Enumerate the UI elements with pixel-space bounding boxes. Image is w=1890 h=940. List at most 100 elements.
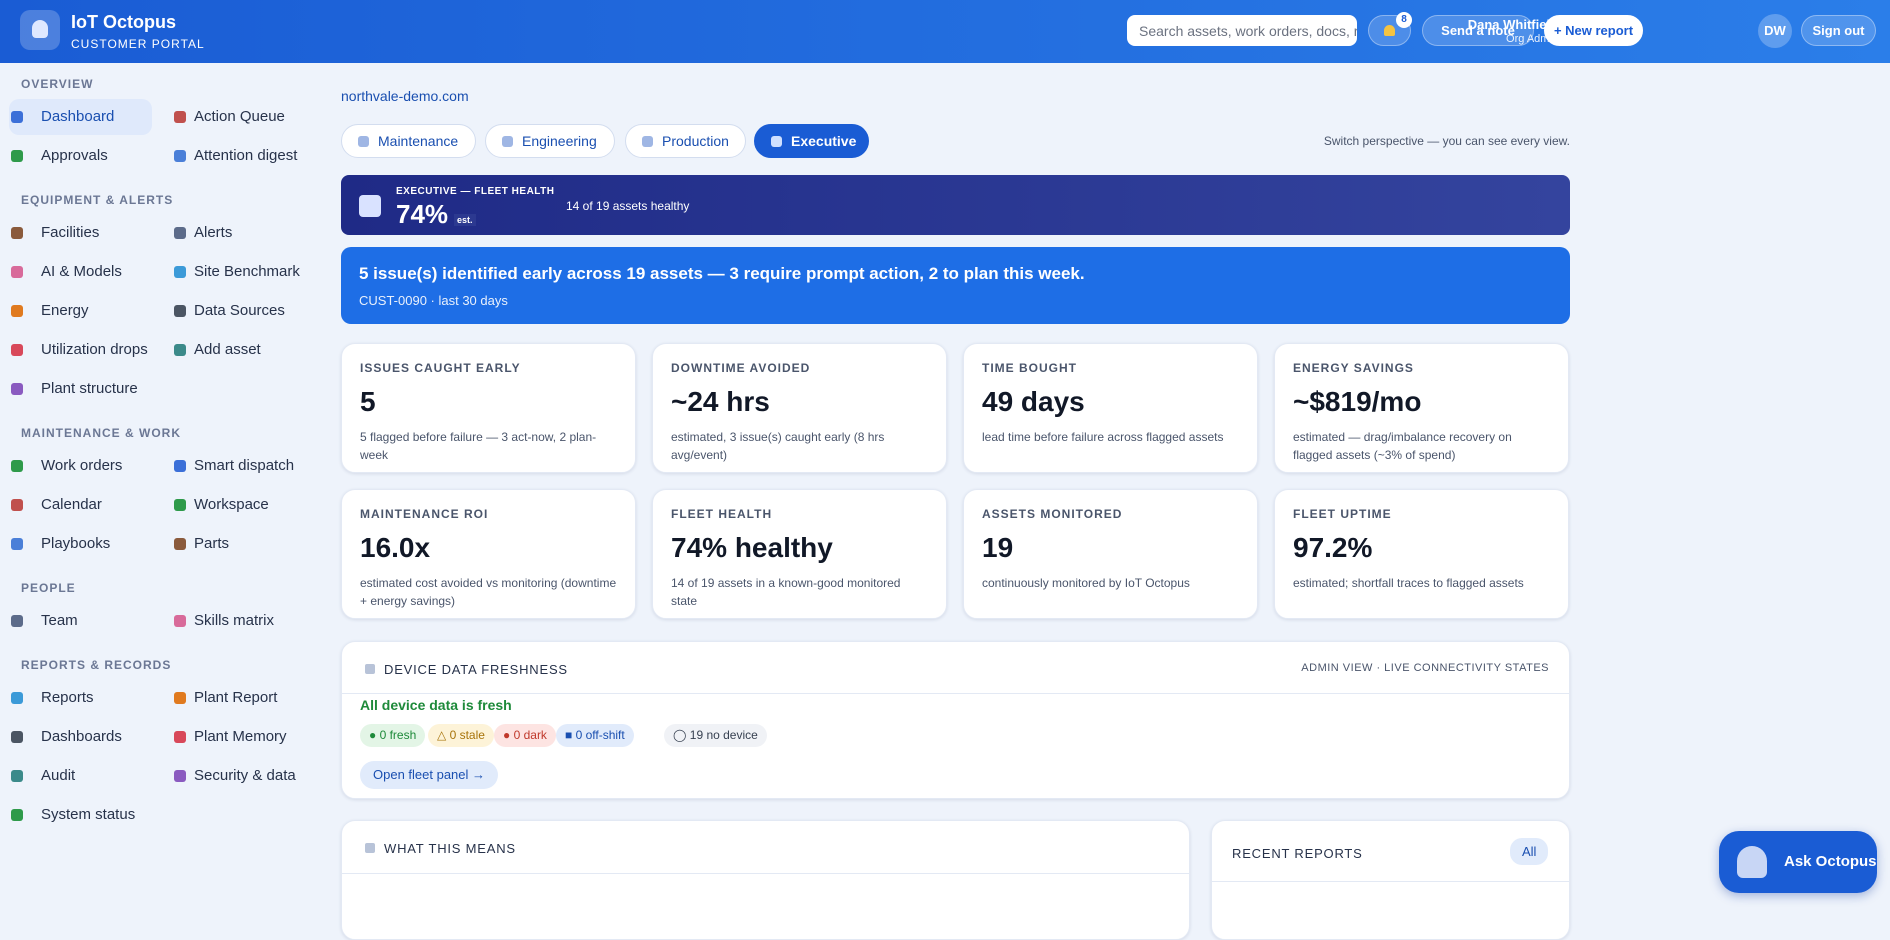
nav-item[interactable]: Data Sources (172, 293, 312, 329)
app-title: IoT Octopus (71, 12, 176, 32)
nav-item[interactable]: Work orders (9, 448, 152, 484)
header: IoT Octopus CUSTOMER PORTAL Search asset… (0, 0, 1890, 63)
nav-item[interactable]: Dashboard (9, 99, 152, 135)
meaning-card: WHAT THIS MEANS (341, 820, 1190, 940)
tabs-hint: Switch perspective — you can see every v… (1323, 134, 1570, 148)
reports-all-button[interactable]: All (1510, 838, 1549, 865)
kpi-value: ~24 hrs (671, 386, 770, 417)
main-content: northvale-demo.com Maintenance Engineerin… (341, 63, 1570, 940)
reports-card: RECENT REPORTS All (1211, 820, 1570, 940)
kpi-note: estimated cost avoided vs monitoring (do… (360, 576, 617, 608)
perspective-tab[interactable]: Maintenance (341, 124, 476, 158)
kpi-note: estimated, 3 issue(s) caught early (8 hr… (671, 430, 885, 462)
kpi-card: ASSETS MONITORED 19 continuously monitored… (963, 489, 1258, 619)
nav-item[interactable]: Skills matrix (172, 603, 312, 639)
avatar[interactable]: DW (1758, 14, 1792, 48)
nav-item[interactable]: Plant Memory (172, 719, 312, 755)
fleet-health-banner: EXECUTIVE — FLEET HEALTH 74% est. 14 of … (341, 175, 1570, 235)
nav-item[interactable]: Energy (9, 293, 152, 329)
nav-item[interactable]: Action Queue (172, 99, 312, 135)
kpi-value: 5 (360, 386, 376, 417)
banner-note: 14 of 19 assets healthy (566, 199, 690, 213)
banner-label: EXECUTIVE — FLEET HEALTH (396, 186, 555, 197)
kpi-note: 14 of 19 assets in a known-good monitore… (671, 576, 901, 608)
new-report-button[interactable]: + New report (1544, 15, 1643, 46)
nav-item[interactable]: Audit (9, 758, 152, 794)
nav-item[interactable]: System status (9, 797, 152, 833)
freshness-scope: ADMIN VIEW · LIVE CONNECTIVITY STATES (1301, 662, 1549, 674)
kpi-label: ISSUES CAUGHT EARLY (360, 361, 521, 375)
send-note-button[interactable]: Send a note (1422, 15, 1534, 46)
kpi-value: 16.0x (360, 532, 431, 563)
nav-item[interactable]: Workspace (172, 487, 312, 523)
banner-icon (359, 195, 381, 217)
search-box[interactable]: Search assets, work orders, docs, r (1127, 15, 1357, 46)
nav-item[interactable]: Site Benchmark (172, 254, 312, 290)
status-chip: ● 0 fresh (360, 724, 426, 747)
user-role: Org Admin (1506, 33, 1558, 45)
freshness-icon (365, 664, 375, 674)
kpi-card: FLEET UPTIME 97.2% estimated; shortfall tr… (1274, 489, 1569, 619)
perspective-tab[interactable]: Production (625, 124, 746, 158)
kpi-value: ~$819/mo (1293, 386, 1422, 417)
kpi-label: DOWNTIME AVOIDED (671, 361, 811, 375)
logo[interactable] (20, 10, 60, 50)
nav-item[interactable]: Approvals (9, 138, 152, 174)
kpi-note: 5 flagged before failure — 3 act-now, 2 … (360, 430, 597, 462)
nav-item[interactable]: Calendar (9, 487, 152, 523)
divider (342, 693, 1569, 694)
kpi-value: 74% healthy (671, 532, 833, 563)
sign-out-button[interactable]: Sign out (1801, 15, 1876, 46)
kpi-card: TIME BOUGHT 49 days lead time before failu… (963, 343, 1258, 473)
kpi-value: 97.2% (1293, 532, 1373, 563)
nav-item[interactable]: Dashboards (9, 719, 152, 755)
kpi-card: ISSUES CAUGHT EARLY 5 5 flagged before fai… (341, 343, 636, 473)
freshness-card: DEVICE DATA FRESHNESS ADMIN VIEW · LIVE … (341, 641, 1570, 799)
nav-item[interactable]: Security & data (172, 758, 312, 794)
user-name: Dana Whitfield (1467, 17, 1558, 32)
nav-item[interactable]: Facilities (9, 215, 152, 251)
meaning-icon (365, 843, 375, 853)
nav-section-title: EQUIPMENT & ALERTS (21, 193, 174, 207)
freshness-title: DEVICE DATA FRESHNESS (384, 662, 568, 677)
reports-title: RECENT REPORTS (1232, 846, 1363, 861)
divider (342, 873, 1189, 874)
nav-item[interactable]: Attention digest (172, 138, 312, 174)
summary-panel: 5 issue(s) identified early across 19 as… (341, 247, 1570, 324)
status-chip: ◯ 19 no device (664, 724, 767, 747)
kpi-note: estimated — drag/imbalance recovery on f… (1293, 430, 1512, 462)
kpi-label: TIME BOUGHT (982, 361, 1077, 375)
kpi-label: ASSETS MONITORED (982, 507, 1123, 521)
perspective-tab[interactable]: Executive (754, 124, 869, 158)
nav-item[interactable]: Alerts (172, 215, 312, 251)
kpi-note: continuously monitored by IoT Octopus (982, 576, 1190, 590)
nav-item[interactable]: Add asset (172, 332, 312, 368)
kpi-label: FLEET UPTIME (1293, 507, 1392, 521)
kpi-label: FLEET HEALTH (671, 507, 773, 521)
nav-item[interactable]: Reports (9, 680, 152, 716)
kpi-card: ENERGY SAVINGS ~$819/mo estimated — drag/i… (1274, 343, 1569, 473)
sidebar: OVERVIEW Dashboard Action Queue Approvals At… (0, 63, 320, 898)
kpi-value: 49 days (982, 386, 1085, 417)
nav-item[interactable]: Plant structure (9, 371, 152, 407)
meaning-title: WHAT THIS MEANS (384, 841, 516, 856)
nav-item[interactable]: Parts (172, 526, 312, 562)
perspective-tab[interactable]: Engineering (485, 124, 615, 158)
kpi-card: MAINTENANCE ROI 16.0x estimated cost avoid… (341, 489, 636, 619)
freshness-status: All device data is fresh (360, 697, 512, 713)
domain[interactable]: northvale-demo.com (341, 88, 469, 104)
kpi-note: lead time before failure across flagged … (982, 430, 1224, 444)
nav-item[interactable]: Playbooks (9, 526, 152, 562)
nav-item[interactable]: AI & Models (9, 254, 152, 290)
nav-item[interactable]: Team (9, 603, 152, 639)
kpi-card: FLEET HEALTH 74% healthy 14 of 19 assets i… (652, 489, 947, 619)
nav-item[interactable]: Utilization drops (9, 332, 152, 368)
banner-value: 74% (396, 199, 449, 229)
nav-item[interactable]: Smart dispatch (172, 448, 312, 484)
assistant-button[interactable]: Ask Octopus (1719, 831, 1877, 893)
nav-section-title: MAINTENANCE & WORK (21, 426, 181, 440)
nav-section-title: PEOPLE (21, 581, 76, 595)
fleet-panel-button[interactable]: Open fleet panel → (360, 761, 499, 789)
nav-item[interactable]: Plant Report (172, 680, 312, 716)
